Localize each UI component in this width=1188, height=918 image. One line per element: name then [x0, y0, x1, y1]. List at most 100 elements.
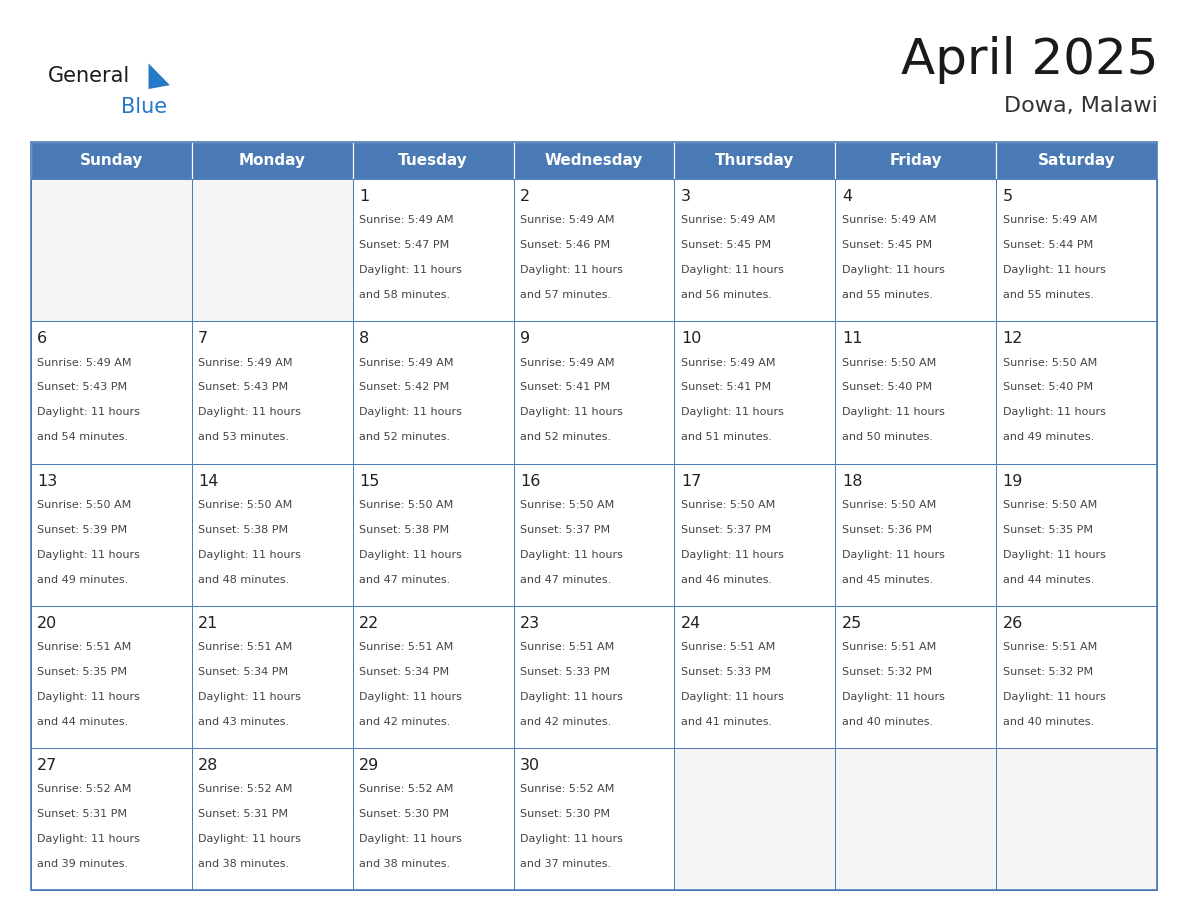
Text: and 38 minutes.: and 38 minutes. — [198, 859, 290, 869]
Text: and 46 minutes.: and 46 minutes. — [681, 575, 772, 585]
Text: 30: 30 — [520, 758, 541, 773]
Text: Sunset: 5:33 PM: Sunset: 5:33 PM — [681, 667, 771, 677]
Text: Sunrise: 5:49 AM: Sunrise: 5:49 AM — [520, 358, 614, 367]
Text: and 39 minutes.: and 39 minutes. — [37, 859, 128, 869]
Text: Daylight: 11 hours: Daylight: 11 hours — [842, 265, 944, 275]
Text: Sunrise: 5:51 AM: Sunrise: 5:51 AM — [37, 643, 132, 652]
Text: and 38 minutes.: and 38 minutes. — [359, 859, 450, 869]
Text: Sunset: 5:45 PM: Sunset: 5:45 PM — [681, 241, 771, 251]
Bar — [675, 606, 835, 748]
Text: 13: 13 — [37, 474, 57, 488]
Bar — [513, 606, 675, 748]
Text: Daylight: 11 hours: Daylight: 11 hours — [37, 408, 140, 418]
Bar — [675, 748, 835, 890]
Bar — [835, 464, 997, 606]
Text: Sunset: 5:37 PM: Sunset: 5:37 PM — [520, 525, 611, 535]
Bar — [31, 464, 191, 606]
Text: Daylight: 11 hours: Daylight: 11 hours — [520, 408, 623, 418]
Text: Sunset: 5:40 PM: Sunset: 5:40 PM — [1003, 383, 1093, 393]
Text: 5: 5 — [1003, 189, 1013, 204]
Bar — [191, 748, 353, 890]
Bar — [997, 321, 1157, 464]
Bar — [31, 142, 191, 179]
Text: Daylight: 11 hours: Daylight: 11 hours — [198, 834, 301, 845]
Bar — [513, 142, 675, 179]
Text: Daylight: 11 hours: Daylight: 11 hours — [842, 408, 944, 418]
Text: Sunrise: 5:50 AM: Sunrise: 5:50 AM — [37, 500, 132, 509]
Text: 29: 29 — [359, 758, 379, 773]
Text: Sunset: 5:43 PM: Sunset: 5:43 PM — [37, 383, 127, 393]
Bar — [997, 748, 1157, 890]
Text: Daylight: 11 hours: Daylight: 11 hours — [359, 265, 462, 275]
Bar — [997, 179, 1157, 321]
Text: Sunset: 5:45 PM: Sunset: 5:45 PM — [842, 241, 931, 251]
Text: 2: 2 — [520, 189, 530, 204]
Text: Sunset: 5:38 PM: Sunset: 5:38 PM — [198, 525, 289, 535]
Text: Sunrise: 5:49 AM: Sunrise: 5:49 AM — [842, 216, 936, 225]
Text: Sunset: 5:31 PM: Sunset: 5:31 PM — [198, 810, 289, 820]
Text: Daylight: 11 hours: Daylight: 11 hours — [359, 692, 462, 702]
Bar — [31, 606, 191, 748]
Bar — [191, 179, 353, 321]
Text: Sunset: 5:35 PM: Sunset: 5:35 PM — [1003, 525, 1093, 535]
Text: Sunset: 5:46 PM: Sunset: 5:46 PM — [520, 241, 611, 251]
Text: Blue: Blue — [121, 97, 168, 118]
Text: Sunset: 5:35 PM: Sunset: 5:35 PM — [37, 667, 127, 677]
Text: Sunrise: 5:51 AM: Sunrise: 5:51 AM — [681, 643, 775, 652]
Text: Sunrise: 5:49 AM: Sunrise: 5:49 AM — [681, 358, 776, 367]
Text: Sunrise: 5:49 AM: Sunrise: 5:49 AM — [1003, 216, 1098, 225]
Text: Daylight: 11 hours: Daylight: 11 hours — [37, 834, 140, 845]
Bar — [835, 606, 997, 748]
Text: and 44 minutes.: and 44 minutes. — [37, 717, 128, 727]
Text: Daylight: 11 hours: Daylight: 11 hours — [198, 408, 301, 418]
Text: 14: 14 — [198, 474, 219, 488]
Text: Sunrise: 5:52 AM: Sunrise: 5:52 AM — [198, 785, 292, 794]
Bar — [31, 179, 191, 321]
Text: and 40 minutes.: and 40 minutes. — [1003, 717, 1094, 727]
Text: Sunset: 5:30 PM: Sunset: 5:30 PM — [359, 810, 449, 820]
Text: 7: 7 — [198, 331, 208, 346]
Bar — [353, 606, 513, 748]
Bar — [997, 464, 1157, 606]
Text: Sunrise: 5:50 AM: Sunrise: 5:50 AM — [359, 500, 454, 509]
Text: Daylight: 11 hours: Daylight: 11 hours — [520, 834, 623, 845]
Text: 28: 28 — [198, 758, 219, 773]
Text: Sunset: 5:41 PM: Sunset: 5:41 PM — [681, 383, 771, 393]
Text: Sunset: 5:32 PM: Sunset: 5:32 PM — [1003, 667, 1093, 677]
Text: Daylight: 11 hours: Daylight: 11 hours — [842, 692, 944, 702]
Text: 21: 21 — [198, 616, 219, 631]
Bar — [835, 142, 997, 179]
Bar — [835, 748, 997, 890]
Text: and 52 minutes.: and 52 minutes. — [520, 432, 611, 442]
Text: and 49 minutes.: and 49 minutes. — [1003, 432, 1094, 442]
Text: Sunrise: 5:52 AM: Sunrise: 5:52 AM — [520, 785, 614, 794]
Text: 24: 24 — [681, 616, 701, 631]
Text: and 47 minutes.: and 47 minutes. — [359, 575, 450, 585]
Bar — [997, 606, 1157, 748]
Text: Sunset: 5:33 PM: Sunset: 5:33 PM — [520, 667, 609, 677]
Bar — [513, 464, 675, 606]
Bar — [513, 321, 675, 464]
Bar — [675, 142, 835, 179]
Text: 23: 23 — [520, 616, 541, 631]
Bar — [513, 748, 675, 890]
Text: Daylight: 11 hours: Daylight: 11 hours — [520, 265, 623, 275]
Text: 3: 3 — [681, 189, 691, 204]
Text: Sunset: 5:39 PM: Sunset: 5:39 PM — [37, 525, 127, 535]
Text: Daylight: 11 hours: Daylight: 11 hours — [681, 692, 784, 702]
Text: Sunrise: 5:50 AM: Sunrise: 5:50 AM — [1003, 358, 1097, 367]
Text: Sunrise: 5:50 AM: Sunrise: 5:50 AM — [198, 500, 292, 509]
Text: 19: 19 — [1003, 474, 1023, 488]
Text: and 51 minutes.: and 51 minutes. — [681, 432, 772, 442]
Bar — [31, 142, 1157, 890]
Text: Sunset: 5:42 PM: Sunset: 5:42 PM — [359, 383, 449, 393]
Text: Daylight: 11 hours: Daylight: 11 hours — [359, 834, 462, 845]
Text: Daylight: 11 hours: Daylight: 11 hours — [198, 692, 301, 702]
Text: Tuesday: Tuesday — [398, 153, 468, 168]
Bar — [513, 179, 675, 321]
Text: 10: 10 — [681, 331, 701, 346]
Text: Daylight: 11 hours: Daylight: 11 hours — [37, 692, 140, 702]
Bar — [997, 142, 1157, 179]
Text: General: General — [48, 66, 129, 86]
Text: Daylight: 11 hours: Daylight: 11 hours — [520, 550, 623, 560]
